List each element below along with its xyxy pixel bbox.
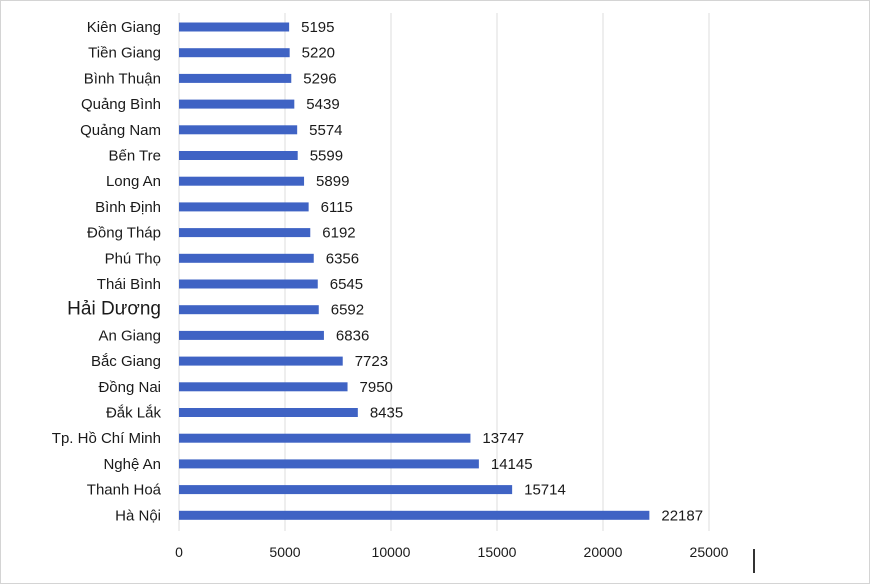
category-label: Kiên Giang xyxy=(87,19,161,36)
value-label: 6545 xyxy=(330,276,363,293)
value-label: 6356 xyxy=(326,250,359,267)
bar xyxy=(179,356,343,366)
bar xyxy=(179,279,318,289)
bar xyxy=(179,408,358,417)
x-axis-tick-labels: 0 5000 10000 15000 20000 25000 xyxy=(175,544,729,560)
bar xyxy=(179,510,650,520)
value-label: 13747 xyxy=(482,430,524,447)
category-labels: Kiên Giang Tiền Giang Bình Thuận Quảng Bình… xyxy=(52,19,162,524)
x-tick-label: 25000 xyxy=(690,544,729,560)
text-cursor xyxy=(753,549,755,573)
value-labels: 5195 5220 5296 5439 5574 5599 5899 6115 6192 6356… xyxy=(301,19,703,524)
category-label: Thái Bình xyxy=(97,276,161,293)
value-label: 6836 xyxy=(336,327,369,344)
category-label: Bình Thuận xyxy=(84,70,161,87)
category-label: Tp. Hồ Chí Minh xyxy=(52,430,161,447)
value-label: 7723 xyxy=(355,353,388,370)
value-label: 5439 xyxy=(306,96,339,113)
bar xyxy=(179,125,298,135)
value-label: 5574 xyxy=(309,122,342,139)
category-label: Quảng Bình xyxy=(81,96,161,113)
value-label: 14145 xyxy=(491,456,533,473)
x-tick-label: 10000 xyxy=(372,544,411,560)
bar xyxy=(179,99,295,109)
value-label: 5220 xyxy=(302,45,335,62)
bar xyxy=(179,330,324,340)
category-label: Tiền Giang xyxy=(88,45,161,62)
bar xyxy=(179,433,471,443)
category-label: Long An xyxy=(106,173,161,190)
category-label: Bến Tre xyxy=(108,148,161,165)
x-tick-label: 5000 xyxy=(269,544,300,560)
category-label: Phú Thọ xyxy=(105,250,161,267)
category-label: Nghệ An xyxy=(103,456,161,473)
bar xyxy=(179,305,319,315)
bar xyxy=(179,73,292,83)
value-label: 5296 xyxy=(303,70,336,87)
category-label: Bình Định xyxy=(95,199,161,216)
x-tick-label: 15000 xyxy=(478,544,517,560)
category-label: Bắc Giang xyxy=(91,353,161,370)
value-label: 15714 xyxy=(524,482,566,499)
value-label: 7950 xyxy=(360,379,393,396)
bar xyxy=(179,22,290,32)
x-tick-label: 20000 xyxy=(584,544,623,560)
value-label: 6592 xyxy=(331,302,364,319)
bar xyxy=(179,382,348,392)
value-label: 5599 xyxy=(310,148,343,165)
category-label: Đồng Tháp xyxy=(87,225,161,242)
value-label: 5899 xyxy=(316,173,349,190)
category-label: An Giang xyxy=(98,327,161,344)
category-label: Đồng Nai xyxy=(98,379,161,396)
bar xyxy=(179,176,305,186)
x-tick-label: 0 xyxy=(175,544,183,560)
value-label: 6192 xyxy=(322,225,355,242)
bar xyxy=(179,253,314,263)
bar xyxy=(179,202,309,212)
value-label: 6115 xyxy=(321,199,353,216)
category-label: Đắk Lắk xyxy=(106,405,162,422)
grid-lines xyxy=(178,13,710,531)
bar xyxy=(179,459,479,469)
value-label: 5195 xyxy=(301,19,334,36)
value-label: 22187 xyxy=(661,507,703,524)
bar xyxy=(179,228,311,238)
bars xyxy=(179,22,650,520)
bar xyxy=(179,48,290,58)
bar xyxy=(179,151,298,160)
value-label: 8435 xyxy=(370,405,403,422)
bar xyxy=(179,485,513,495)
category-label: Thanh Hoá xyxy=(87,482,162,499)
category-label: Hải Dương xyxy=(67,299,161,320)
category-label: Hà Nội xyxy=(115,507,161,524)
category-label: Quảng Nam xyxy=(80,122,161,139)
